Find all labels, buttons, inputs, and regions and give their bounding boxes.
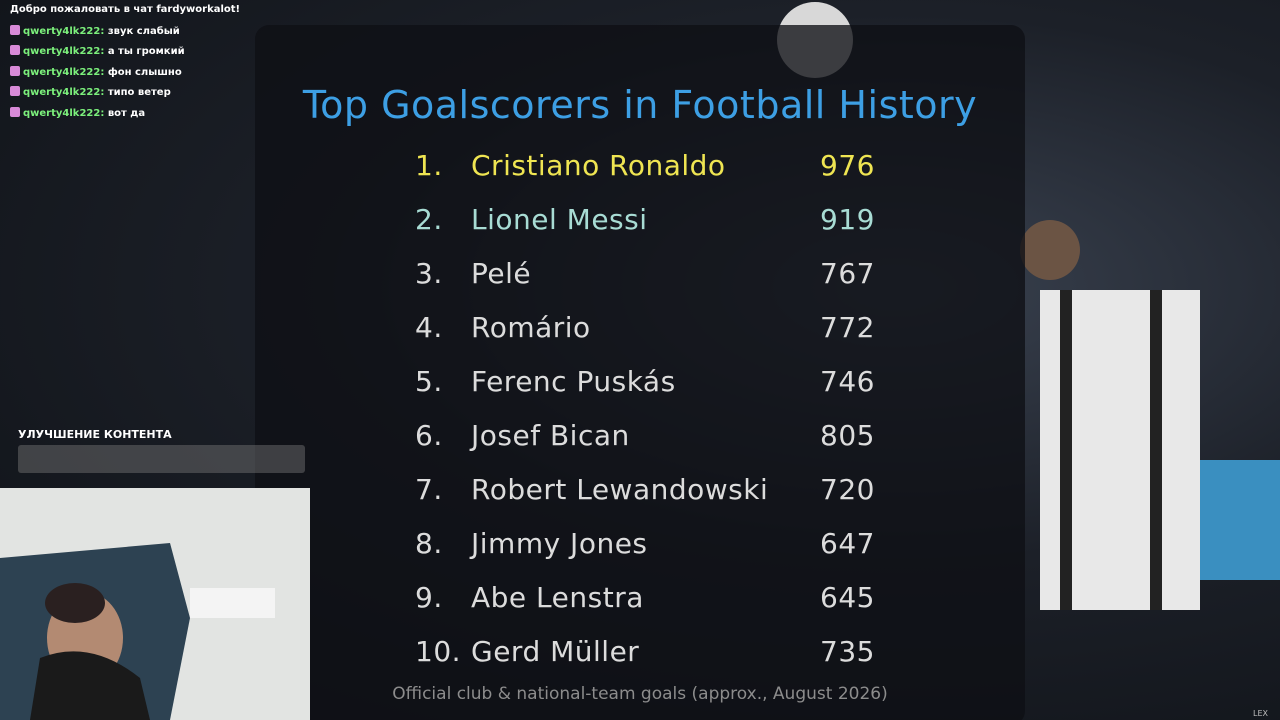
chat-user: qwerty4lk222: <box>23 66 105 78</box>
webcam-image <box>0 488 310 720</box>
chat-text: вот да <box>107 107 146 119</box>
chat-badge <box>10 45 20 55</box>
rank: 5. <box>415 365 443 398</box>
table-panel: Top Goalscorers in Football History 1. Cr… <box>255 25 1025 720</box>
player-name: Gerd Müller <box>471 635 640 668</box>
goals: 805 <box>820 419 875 452</box>
chat-user: qwerty4lk222: <box>23 25 105 37</box>
chat-text: фон слышно <box>107 66 182 78</box>
player-name: Romário <box>471 311 591 344</box>
player-name: Jimmy Jones <box>471 527 648 560</box>
corner-mark: LEX <box>1253 709 1268 718</box>
chat-welcome: Добро пожаловать в чат fardyworkalot! <box>10 4 241 15</box>
chat-message: qwerty4lk222: фон слышно <box>10 65 240 87</box>
chat-message: qwerty4lk222: вот да <box>10 106 240 128</box>
chat: Добро пожаловать в чат fardyworkalot! qw… <box>10 4 240 127</box>
goals: 976 <box>820 149 875 182</box>
rank: 9. <box>415 581 443 614</box>
chat-user: qwerty4lk222: <box>23 107 105 119</box>
rank: 8. <box>415 527 443 560</box>
player-name: Josef Bican <box>471 419 630 452</box>
rank: 4. <box>415 311 443 344</box>
goals: 919 <box>820 203 875 236</box>
rank: 1. <box>415 149 443 182</box>
overlay-label: УЛУЧШЕНИЕ КОНТЕНТА <box>18 428 172 441</box>
player-name: Abe Lenstra <box>471 581 644 614</box>
player-head <box>1020 220 1080 280</box>
stripe <box>1150 290 1162 610</box>
rank: 3. <box>415 257 443 290</box>
goals: 767 <box>820 257 875 290</box>
chat-message: qwerty4lk222: типо ветер <box>10 86 240 107</box>
webcam <box>0 488 310 720</box>
footnote: Official club & national-team goals (app… <box>392 684 888 704</box>
rank: 7. <box>415 473 443 506</box>
chat-message: qwerty4lk222: звук слабый <box>10 24 240 46</box>
table-title: Top Goalscorers in Football History <box>302 83 978 127</box>
chat-badge <box>10 24 20 35</box>
goals: 647 <box>820 527 875 560</box>
progress-bar <box>18 445 305 473</box>
rank: 10. <box>415 635 462 668</box>
player-name: Pelé <box>471 257 532 290</box>
rank: 6. <box>415 419 443 452</box>
player-name: Ferenc Puskás <box>471 365 676 398</box>
goals: 772 <box>820 311 875 344</box>
chat-text: звук слабый <box>107 25 180 37</box>
chat-text: типо ветер <box>107 87 171 98</box>
chat-badge <box>10 106 20 117</box>
chat-badge <box>10 65 20 76</box>
goals: 645 <box>820 581 875 614</box>
chat-badge <box>10 86 20 96</box>
chat-user: qwerty4lk222: <box>23 46 105 57</box>
chat-user: qwerty4lk222: <box>23 87 105 98</box>
player-name: Cristiano Ronaldo <box>471 149 726 182</box>
chat-text: а ты громкий <box>107 46 185 57</box>
chat-message: qwerty4lk222: а ты громкий <box>10 45 240 66</box>
rank: 2. <box>415 203 443 236</box>
goals: 735 <box>820 635 875 668</box>
player-name: Lionel Messi <box>471 203 648 236</box>
goals: 720 <box>820 473 875 506</box>
stripe <box>1060 290 1072 610</box>
player-name: Robert Lewandowski <box>471 473 769 506</box>
goals: 746 <box>820 365 875 398</box>
player-arm <box>1200 460 1280 580</box>
